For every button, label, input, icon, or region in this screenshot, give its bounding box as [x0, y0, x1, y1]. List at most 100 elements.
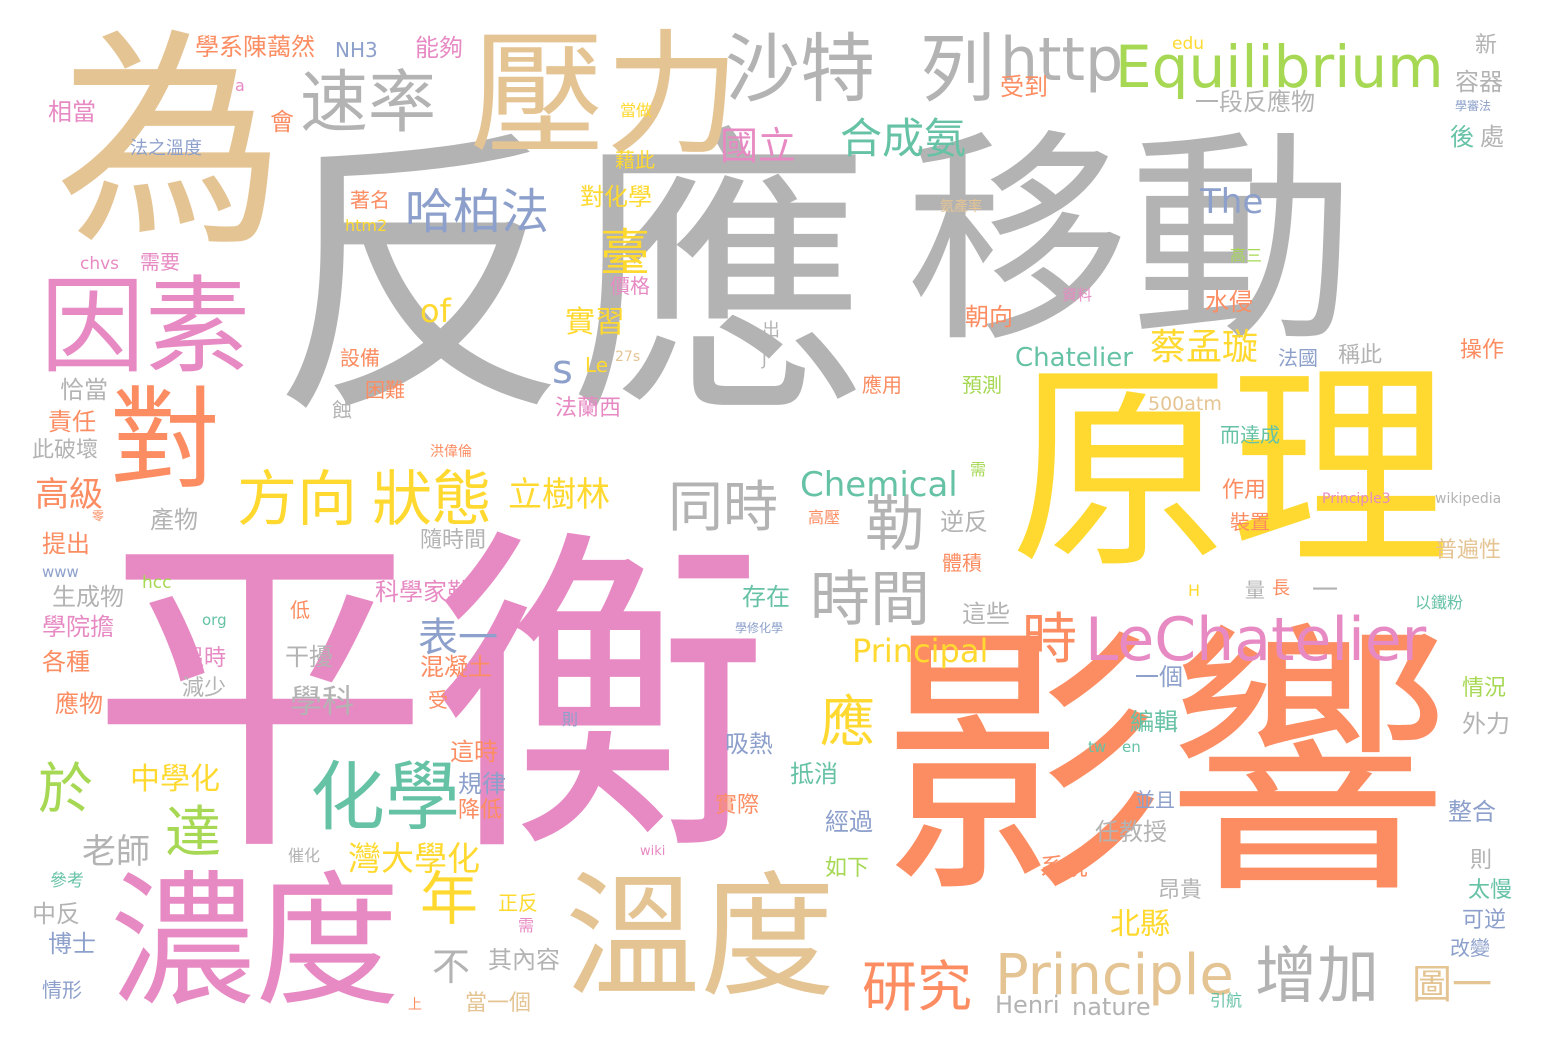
word-yinhang: 引航	[1210, 991, 1243, 1010]
word-kenì: 可逆	[1462, 908, 1507, 933]
word-wenshi: 溫時	[182, 646, 227, 671]
word-biaoyi: 表一	[418, 615, 498, 661]
word-kexuejiale: 科學家勒	[375, 578, 471, 606]
word-shate: 沙特	[725, 25, 876, 113]
word-fazhiwendu: 法之溫度	[130, 138, 202, 159]
word-bu: 不	[432, 945, 471, 989]
word-nenggou: 能夠	[415, 34, 463, 62]
word-haboefa: 哈柏法	[405, 184, 550, 240]
word-principle3: Principle3	[1322, 491, 1391, 507]
word-yiduanfanyingwu: 一段反應物	[1195, 88, 1315, 116]
word-shou: 受	[428, 688, 448, 712]
word-yinsu: 因素	[40, 266, 251, 388]
word-hcc: hcc	[142, 573, 172, 593]
word-tongshi: 同時	[668, 475, 779, 539]
word-anchanlv: 氨產率	[940, 199, 982, 215]
word-ying: 應	[820, 690, 876, 754]
word-da: 達	[165, 801, 221, 866]
word-j: J	[762, 350, 767, 369]
word-chanwu: 產物	[150, 506, 198, 534]
word-nian: 年	[420, 865, 479, 933]
word-equilibrium: Equilibrium	[1115, 33, 1444, 101]
word-wikipedia: wikipedia	[1435, 491, 1502, 507]
word-guoli: 國立	[720, 124, 797, 168]
word-www: www	[42, 563, 79, 581]
word-s: s	[552, 347, 573, 393]
word-chang: 長	[1272, 578, 1290, 599]
word-principal: Principal	[852, 632, 989, 670]
word-yingyong: 應用	[862, 373, 902, 397]
word-sulv: 速率	[300, 64, 437, 143]
word-shang: 上	[408, 997, 422, 1013]
word-lie: 列	[920, 25, 996, 113]
word-hongweilun: 洪偉倫	[430, 444, 472, 460]
word-beixian: 北縣	[1110, 907, 1170, 942]
word-zhuming: 著名	[350, 188, 390, 212]
word-wendu: 溫度	[565, 859, 835, 1016]
word-kunnan: 困難	[365, 378, 405, 402]
word-duihuaxue: 對化學	[580, 183, 652, 211]
word-faguo: 法國	[1278, 346, 1318, 370]
word-chu: 處	[1480, 123, 1504, 151]
word-edu: edu	[1172, 34, 1205, 54]
word-yuce: 預測	[962, 373, 1002, 397]
word-lishulin: 立樹林	[508, 475, 610, 515]
word-org: org	[202, 611, 227, 629]
word-dixiao: 抵消	[790, 760, 838, 788]
word-jingguo: 經過	[825, 808, 873, 836]
word-jieci: 藉此	[615, 148, 655, 172]
word-xire: 吸熱	[725, 730, 773, 758]
word-xiangdang: 相當	[48, 98, 96, 126]
word-xueshenfa: 學審法	[1455, 99, 1492, 113]
word-cankao: 參考	[50, 871, 84, 891]
word-caimengxuan: 蔡孟璇	[1150, 327, 1259, 368]
word-shi-erosion: 蝕	[332, 398, 352, 422]
word-shoudao: 受到	[1000, 73, 1048, 101]
word-ling: 零	[92, 509, 105, 523]
word-zhengfan: 正反	[498, 891, 538, 915]
word-ruxia: 如下	[825, 856, 870, 881]
word-zuoyong: 作用	[1222, 478, 1267, 503]
word-hou: 後	[1450, 123, 1474, 151]
word-zhuangzhi: 裝置	[1230, 510, 1270, 534]
word-dangzuo: 當做	[620, 101, 653, 120]
word-ze: 則	[1470, 848, 1493, 873]
word-gezhong: 各種	[42, 648, 90, 676]
word-gaoji: 高級	[35, 475, 103, 515]
word-shengchengwu: 生成物	[52, 583, 124, 611]
word-chu-small: 出	[762, 320, 780, 341]
word-falanxi: 法蘭西	[555, 396, 622, 421]
word-zhexie: 這些	[962, 600, 1010, 628]
word-xu: 需	[518, 916, 535, 935]
word-ziliao: 資料	[1062, 286, 1093, 304]
word-zeren: 責任	[48, 408, 96, 436]
word-yingwu: 應物	[55, 690, 103, 718]
word-qingkuang: 情況	[1462, 676, 1507, 701]
word-the: The	[1200, 182, 1264, 222]
word-qineirong: 其內容	[488, 946, 560, 974]
word-chatelier: Chatelier	[1015, 343, 1133, 373]
word-cipohuai: 此破壞	[32, 438, 99, 463]
word-yali: 壓力	[470, 17, 740, 174]
word-henri: Henri	[995, 991, 1060, 1019]
word-jianshao: 減少	[182, 676, 227, 701]
word-ganrao: 干擾	[285, 643, 333, 671]
word-boshi: 博士	[48, 930, 96, 958]
word-yuanli: 原理	[1010, 342, 1451, 598]
word-fanying: 反應	[270, 105, 870, 454]
word-shuiqin: 水侵	[1205, 288, 1253, 316]
word-gaibian: 改變	[1450, 936, 1490, 960]
word-rongqi: 容器	[1455, 68, 1503, 96]
word-yige: 一個	[1135, 663, 1183, 691]
word-yitiefen: 以鐵粉	[1415, 593, 1464, 612]
word-waili: 外力	[1462, 710, 1510, 738]
word-zheshi: 這時	[450, 738, 498, 766]
word-http: http	[1000, 25, 1124, 95]
word-suishijian: 隨時間	[420, 528, 487, 553]
word-chemical: Chemical	[800, 465, 958, 505]
word-qingxing: 情形	[42, 978, 82, 1002]
word-zhenghe: 整合	[1448, 798, 1496, 826]
word-yanjiu: 研究	[862, 955, 973, 1019]
word-of: of	[420, 292, 451, 330]
word-xuexiuhuaxue: 學修化學	[735, 621, 784, 635]
